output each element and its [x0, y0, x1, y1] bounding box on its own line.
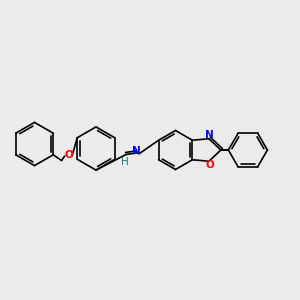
- Text: N: N: [205, 130, 214, 140]
- Text: O: O: [64, 149, 73, 160]
- Text: H: H: [121, 157, 128, 167]
- Text: N: N: [132, 146, 141, 157]
- Text: O: O: [205, 160, 214, 170]
